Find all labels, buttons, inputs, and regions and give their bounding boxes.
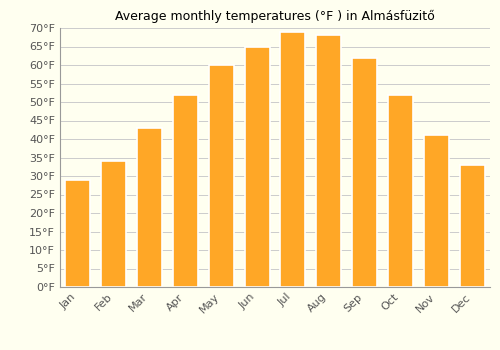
Title: Average monthly temperatures (°F ) in Almásfüzitő: Average monthly temperatures (°F ) in Al… — [115, 9, 435, 23]
Bar — [137, 128, 162, 287]
Bar — [280, 32, 305, 287]
Bar — [208, 65, 234, 287]
Bar — [316, 35, 342, 287]
Bar — [244, 47, 270, 287]
Bar — [352, 58, 377, 287]
Bar — [173, 94, 198, 287]
Bar — [460, 165, 484, 287]
Bar — [66, 180, 90, 287]
Bar — [388, 94, 413, 287]
Bar — [424, 135, 449, 287]
Bar — [101, 161, 126, 287]
